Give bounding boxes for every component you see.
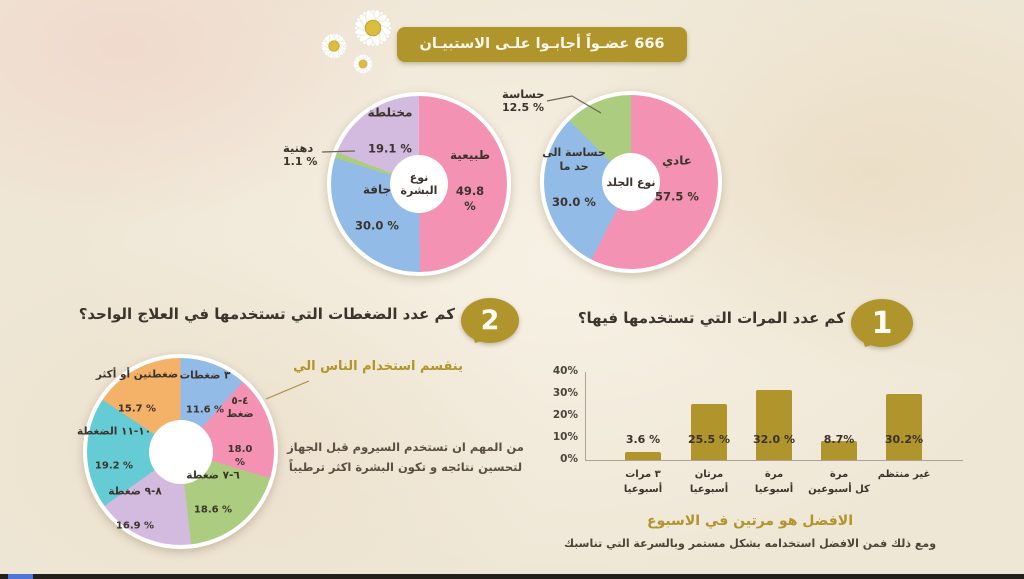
presses-pie-chart: ٣ ضغطات 11.6 % ٤-٥ ضغط 18.0 % ٦-٧ ضغطة 1… (77, 354, 278, 549)
y-tick-label: 30% (552, 387, 578, 399)
slice-pct: 12.5 % (502, 101, 544, 115)
survey-count-banner: 666 عضـواً أجابـوا علـى الاستبيـان (397, 27, 687, 62)
slice-label-natural: طبيعية 49.8 % (450, 127, 491, 235)
y-tick-label: 0% (560, 453, 578, 465)
bar-value-label: 25.5 % (688, 433, 730, 446)
x-tick-label: مرة كل أسبوعين (808, 469, 870, 495)
slice-pct: 30.0 % (355, 218, 399, 233)
usage-split-subtitle: ينقسم استخدام الناس الي (293, 359, 463, 374)
face-skin-pie-center-label: نوع البشرة (400, 171, 438, 197)
slice-name: عادي (662, 153, 692, 168)
body-skin-pie-center-label: نوع الجلد (606, 175, 656, 189)
slice-name: حساسة الى حد ما (542, 145, 606, 174)
footer-note: ومع ذلك فمن الافضل استخدامه بشكل مستمر و… (563, 537, 937, 550)
y-tick-label: 40% (552, 365, 578, 377)
slice-label-mixed: مختلطة 19.1 % (368, 85, 413, 178)
slice-pct: 19.2 % (94, 460, 134, 472)
slice-label-6-7-presses: ٦-٧ ضغطة 18.6 % (186, 448, 240, 537)
slice-pct: 16.9 % (115, 520, 155, 532)
bar (886, 393, 922, 460)
slice-label-sensitive: حساسة 12.5 % (502, 87, 545, 115)
slice-pct: 1.1 % (283, 155, 318, 169)
slice-label-4-5-presses: ٤-٥ ضغط 18.0 % (221, 374, 259, 490)
slice-name: ٣ ضغطات (179, 369, 231, 382)
slice-label-3-presses: ٣ ضغطات 11.6 % (180, 348, 231, 437)
slice-name: ٦-٧ ضغطة (186, 469, 240, 482)
slice-name: مختلطة (367, 105, 413, 120)
slice-label-10-11-presses: ١٠-١١ الضغطة 19.2 % (77, 404, 151, 493)
bar-value-label: 32.0 % (753, 433, 795, 446)
slice-label-somewhat-sensitive: حساسة الى حد ما 30.0 % (541, 125, 607, 231)
slice-pct: 19.1 % (368, 141, 412, 156)
bar-value-label: 3.6 % (625, 433, 661, 446)
slice-pct: 57.5 % (655, 189, 699, 204)
body-skin-pie-chart: نوع الجلد عادي 57.5 % حساسة الى حد ما 30… (540, 91, 722, 273)
slice-name: دهنية (283, 141, 314, 155)
y-tick-label: 10% (552, 431, 578, 443)
video-progress-fill (8, 574, 33, 579)
slice-name: ٨-٩ ضغطة (108, 485, 162, 498)
footer-highlight: الافضل هو مرتين في الاسبوع (647, 513, 853, 529)
bar-plot: 3.6 % ٣ مرات أسبوعيا 25.5 % مرتان أسبوعيا 32… (553, 365, 963, 495)
question-2-number: 2 (480, 305, 500, 336)
slice-label-normal: عادي 57.5 % (655, 133, 699, 226)
bar-value-label: 30.2% (884, 433, 924, 446)
question-1-number: 1 (871, 305, 893, 341)
question-2-badge: 2 (461, 298, 519, 356)
slice-name: جافة (362, 182, 392, 197)
x-tick-label: مرة أسبوعيا (754, 469, 794, 495)
question-2-title: كم عدد الضغطات التي تستخدمها في العلاج ا… (78, 305, 455, 323)
video-progress-bar[interactable] (0, 574, 1024, 579)
slice-name: ١٠-١١ الضغطة (76, 425, 152, 438)
bar (691, 403, 727, 460)
face-skin-pie-chart: نوع البشرة طبيعية 49.8 % جافة 30.0 % مخت… (327, 92, 511, 276)
serum-note: من المهم ان تستخدم السيروم قبل الجهاز لت… (287, 440, 524, 474)
presses-pie-center (148, 419, 213, 484)
bar (756, 389, 792, 460)
bar-value-label: 8.7% (823, 433, 855, 446)
slice-name: حساسة (502, 87, 545, 101)
x-tick-label: غير منتظم (877, 469, 931, 480)
y-tick-label: 20% (552, 409, 578, 421)
slice-pct: 15.7 % (117, 403, 157, 415)
slice-label-8-9-presses: ٨-٩ ضغطة 16.9 % (108, 464, 162, 553)
slice-label-dry: جافة 30.0 % (355, 162, 399, 255)
x-tick-label: مرتان أسبوعيا (689, 469, 729, 495)
daisy-flowers-icon (320, 7, 394, 75)
slice-name: طبيعية (449, 147, 491, 162)
slice-name: ضغطتين أو أكثر (95, 368, 179, 381)
body-skin-pie-center: نوع الجلد (602, 153, 660, 211)
x-tick-label: ٣ مرات أسبوعيا (623, 469, 663, 495)
slice-pct: 11.6 % (185, 404, 225, 416)
body-skin-pie (540, 91, 722, 273)
question-1-badge: 1 (851, 299, 913, 360)
slice-pct: 18.0 % (227, 444, 253, 469)
slice-pct: 30.0 % (552, 195, 596, 210)
bar (625, 452, 661, 460)
question-1-title: كم عدد المرات التي تستخدمها فيها؟ (577, 309, 845, 327)
face-skin-pie-center: نوع البشرة (390, 155, 448, 213)
slice-label-oily: دهنية 1.1 % (283, 141, 317, 169)
slice-name: ٤-٥ ضغط (226, 394, 254, 421)
slice-label-two-or-more: ضغطتين أو أكثر 15.7 % (91, 347, 183, 436)
bar (821, 440, 857, 460)
slice-pct: 49.8 % (455, 184, 485, 214)
slice-pct: 18.6 % (193, 504, 233, 516)
